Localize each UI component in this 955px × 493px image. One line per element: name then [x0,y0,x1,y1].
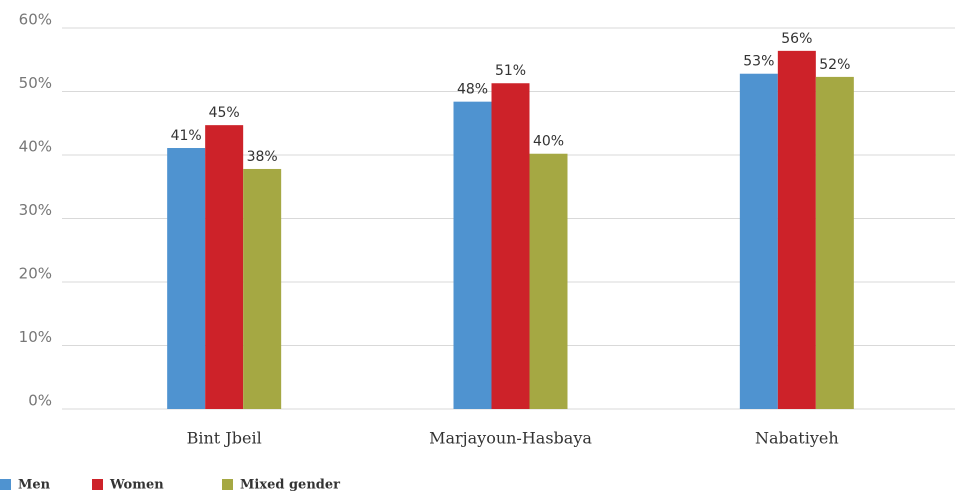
bar [453,101,492,409]
y-tick-label: 40% [19,138,52,156]
x-tick-label: Nabatiyeh [755,429,839,448]
value-label: 45% [209,105,240,121]
legend-marker [222,479,233,490]
value-label: 41% [171,128,202,144]
value-label: 53% [743,54,774,70]
legend-label: Mixed gender [240,478,340,493]
x-tick-label: Bint Jbeil [187,429,262,448]
bar [205,125,244,409]
y-tick-label: 0% [28,392,52,410]
value-label: 52% [819,57,850,73]
y-tick-label: 30% [19,201,52,219]
bar [167,148,206,409]
y-tick-label: 20% [19,265,52,283]
bar [739,73,778,409]
value-label: 40% [533,134,564,150]
value-label: 48% [457,82,488,98]
y-tick-label: 60% [19,11,52,29]
x-tick-label: Marjayoun-Hasbaya [429,429,592,448]
bar [777,50,816,410]
value-label: 51% [495,63,526,79]
legend-marker [92,479,103,490]
y-tick-label: 50% [19,74,52,92]
bar [243,168,282,409]
bar [491,83,530,410]
legend-label: Women [109,478,164,493]
legend-label: Men [18,478,51,493]
value-label: 56% [781,31,812,47]
legend-marker [0,479,11,490]
bar [529,153,568,409]
bar [815,76,854,410]
y-tick-label: 10% [19,328,52,346]
value-label: 38% [247,149,278,165]
